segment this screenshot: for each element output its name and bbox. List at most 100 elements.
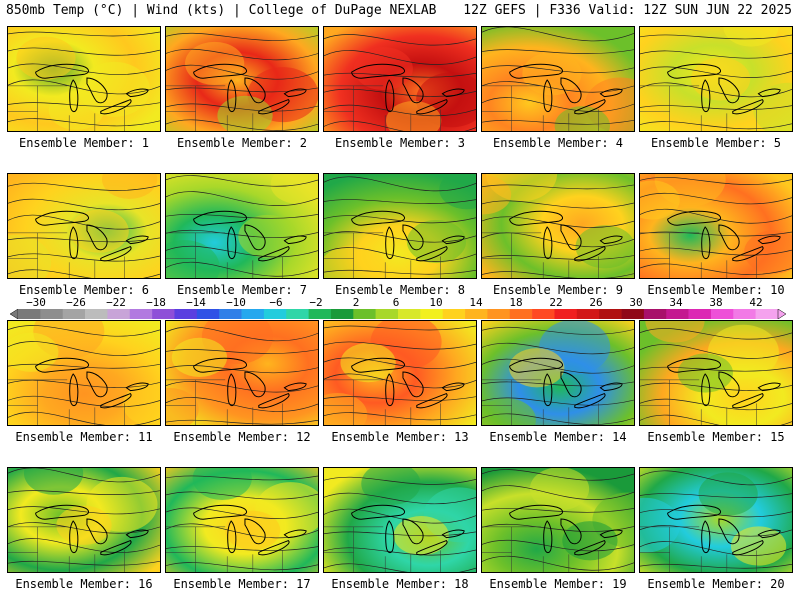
temperature-field [166, 174, 318, 278]
temperature-region [562, 521, 618, 561]
height-contour [8, 506, 160, 515]
height-contour [8, 363, 160, 369]
ensemble-member-map [481, 467, 635, 573]
height-contour [324, 357, 476, 369]
colorbar-segment [688, 309, 712, 319]
state-borders [324, 85, 441, 131]
lake-erie-outline [416, 246, 448, 262]
temperature-field [166, 27, 318, 131]
lake-huron-outline [560, 77, 582, 104]
state-borders [324, 232, 441, 278]
ensemble-member-map [323, 26, 477, 132]
lake-superior-outline [351, 210, 406, 226]
lake-michigan-outline [701, 373, 711, 407]
height-contour [166, 349, 318, 354]
state-borders [166, 85, 283, 131]
colorbar-tick-label: 18 [509, 296, 523, 309]
temperature-region [640, 180, 680, 220]
lake-ontario-outline [757, 382, 781, 392]
temperature-region [185, 41, 245, 85]
height-contour [166, 491, 318, 500]
temperature-region [16, 36, 76, 80]
ensemble-member-map [165, 467, 319, 573]
lake-erie-outline [574, 246, 606, 262]
lake-erie-outline [100, 540, 132, 556]
height-contour [640, 541, 792, 556]
height-contour [324, 215, 476, 224]
height-contour [640, 509, 792, 518]
lake-huron-outline [86, 371, 108, 398]
lake-ontario-outline [125, 382, 149, 392]
ensemble-member-map [7, 467, 161, 573]
state-borders [8, 232, 125, 278]
ensemble-member-label: Ensemble Member: 8 [334, 283, 466, 297]
lake-ontario-outline [125, 529, 149, 539]
temperature-region [730, 526, 787, 566]
lake-superior-outline [351, 63, 406, 79]
colorbar-tick-label: 26 [589, 296, 603, 309]
colorbar-tick-label: 22 [549, 296, 563, 309]
state-borders [482, 85, 599, 131]
temperature-region [386, 100, 442, 131]
state-borders [482, 379, 599, 425]
colorbar-segment [442, 309, 466, 319]
lake-superior-outline [667, 357, 722, 373]
temperature-region [554, 106, 610, 131]
lake-huron-outline [718, 518, 740, 545]
ensemble-member-label: Ensemble Member: 11 [15, 430, 153, 444]
lake-michigan-outline [227, 373, 237, 407]
height-contour [324, 492, 476, 505]
lake-huron-outline [86, 224, 108, 251]
lake-michigan-outline [385, 79, 395, 113]
temperature-region [482, 398, 536, 425]
lake-huron-outline [244, 224, 266, 251]
colorbar-labels: −30 −26 −22 −18 −14 −10 −6 −2 2 6 10 14 18 22 26 30 34 38… [0, 296, 800, 310]
temperature-field [482, 27, 634, 131]
state-borders [640, 85, 757, 131]
height-contour [640, 414, 792, 425]
colorbar-segment [509, 309, 533, 319]
lake-superior-outline [193, 504, 248, 520]
height-contour [640, 105, 792, 110]
lake-superior-outline [351, 357, 406, 373]
lake-ontario-outline [441, 382, 465, 392]
state-borders [640, 232, 757, 278]
height-contour [482, 27, 634, 42]
colorbar-segment [308, 309, 332, 319]
height-contour [482, 184, 634, 190]
state-borders [166, 526, 283, 572]
lake-erie-outline [258, 540, 290, 556]
lake-erie-outline [574, 393, 606, 409]
colorbar-tick-label: −2 [309, 296, 323, 309]
height-contour [482, 397, 634, 406]
lake-ontario-outline [125, 88, 149, 98]
lake-erie-outline [732, 393, 764, 409]
lake-superior-outline [667, 63, 722, 79]
colorbar-tick-label: 6 [392, 296, 400, 309]
lake-superior-outline [509, 357, 564, 373]
height-contour [640, 231, 792, 237]
lake-michigan-outline [701, 520, 711, 554]
colorbar-tick-label: −26 [66, 296, 86, 309]
height-contour [324, 563, 476, 572]
height-contour [324, 120, 476, 131]
temperature-field [640, 174, 792, 278]
lake-ontario-outline [441, 88, 465, 98]
temperature-region [171, 337, 228, 378]
temperature-region [23, 468, 84, 495]
height-contour [640, 563, 792, 569]
height-contour [166, 175, 318, 187]
height-contour [8, 490, 160, 495]
lake-ontario-outline [599, 382, 623, 392]
ensemble-member-map [323, 173, 477, 279]
lake-huron-outline [560, 224, 582, 251]
colorbar-tick-label: 10 [429, 296, 443, 309]
height-contour [482, 326, 634, 335]
lake-ontario-outline [757, 235, 781, 245]
height-contour [324, 341, 476, 350]
height-contour [8, 269, 160, 278]
height-contour [8, 538, 160, 553]
temperature-field [482, 321, 634, 425]
colorbar-segment [62, 309, 86, 319]
lake-superior-outline [35, 357, 90, 373]
